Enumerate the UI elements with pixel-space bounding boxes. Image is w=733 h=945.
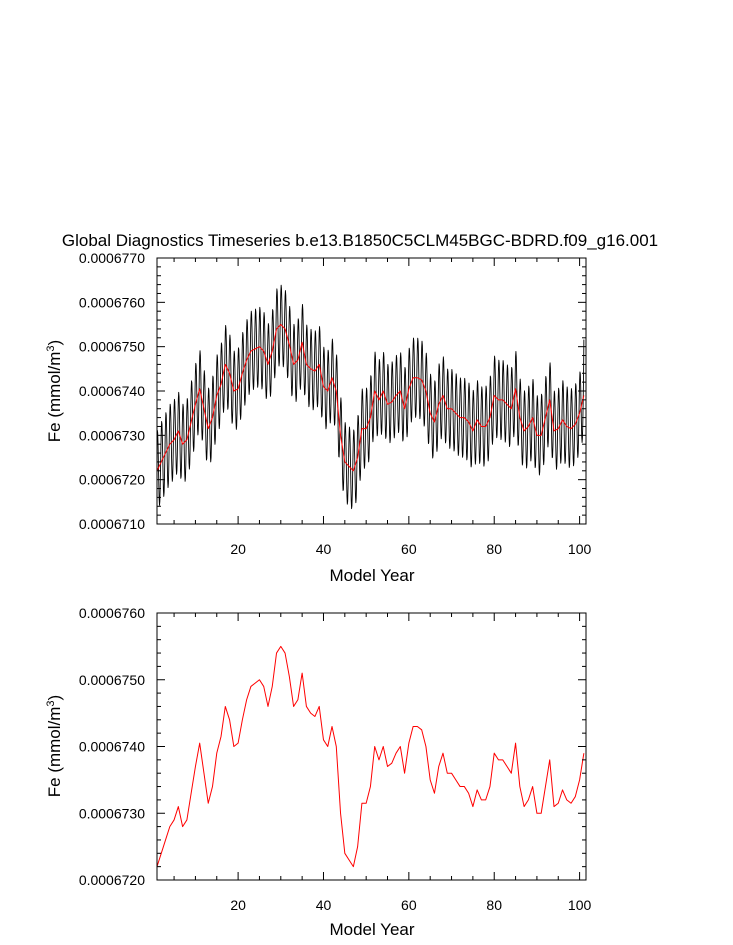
x-tick-label: 100 xyxy=(568,541,592,557)
y-tick-label: 0.0006740 xyxy=(79,739,145,755)
top-y-tick-labels: 0.0006710 0.0006720 0.0006730 0.0006740 0.00… xyxy=(79,250,145,532)
y-tick-label: 0.0006740 xyxy=(79,383,145,399)
x-tick-label: 60 xyxy=(401,897,417,913)
y-tick-label: 0.0006770 xyxy=(79,250,145,266)
y-tick-label: 0.0006760 xyxy=(79,294,145,310)
y-tick-label: 0.0006730 xyxy=(79,427,145,443)
bottom-y-axis-label: Fe (mmol/m3) xyxy=(45,695,64,797)
bottom-plot-frame xyxy=(156,612,587,881)
bottom-panel: 20 40 60 80 100 0.00067200.00067300.00067400… xyxy=(45,605,591,939)
top-series-annual-mean xyxy=(156,324,585,472)
bottom-x-axis-label: Model Year xyxy=(329,920,414,939)
x-tick-label: 20 xyxy=(230,541,246,557)
top-panel: 20 40 60 80 100 0.00067100.00067200.00067300… xyxy=(45,250,591,585)
x-tick-label: 100 xyxy=(568,897,592,913)
y-tick-label: 0.0006750 xyxy=(79,339,145,355)
bottom-y-tick-labels: 0.0006720 0.0006730 0.0006740 0.0006750 0.00… xyxy=(79,605,145,888)
top-x-tick-labels: 20 40 60 80 100 xyxy=(230,541,591,557)
bottom-plot-area xyxy=(156,612,587,881)
figure-title: Global Diagnostics Timeseries b.e13.B185… xyxy=(62,231,658,250)
x-tick-label: 40 xyxy=(316,541,332,557)
bottom-y-axis-label-main: Fe (mmol/m xyxy=(45,707,64,798)
top-series-monthly xyxy=(156,284,585,510)
x-tick-label: 60 xyxy=(401,541,417,557)
x-tick-label: 80 xyxy=(486,541,502,557)
bottom-series-annual-mean xyxy=(156,645,585,868)
y-tick-label: 0.0006750 xyxy=(79,672,145,688)
top-plot-area xyxy=(156,257,587,525)
top-x-axis-label: Model Year xyxy=(329,566,414,585)
y-tick-label: 0.0006720 xyxy=(79,472,145,488)
top-y-axis-label-sup: 3 xyxy=(45,345,57,351)
y-tick-label: 0.0006760 xyxy=(79,605,145,621)
y-tick-label: 0.0006730 xyxy=(79,805,145,821)
bottom-x-tick-labels: 20 40 60 80 100 xyxy=(230,897,591,913)
top-y-axis-label: Fe (mmol/m3) xyxy=(45,340,64,442)
x-tick-label: 20 xyxy=(230,897,246,913)
top-y-axis-label-tail: ) xyxy=(45,340,64,346)
x-tick-label: 40 xyxy=(316,897,332,913)
top-y-axis-label-main: Fe (mmol/m xyxy=(45,352,64,443)
bottom-y-axis-label-sup: 3 xyxy=(45,700,57,706)
y-tick-label: 0.0006720 xyxy=(79,872,145,888)
x-tick-label: 80 xyxy=(486,897,502,913)
y-tick-label: 0.0006710 xyxy=(79,516,145,532)
bottom-y-axis-label-tail: ) xyxy=(45,695,64,701)
